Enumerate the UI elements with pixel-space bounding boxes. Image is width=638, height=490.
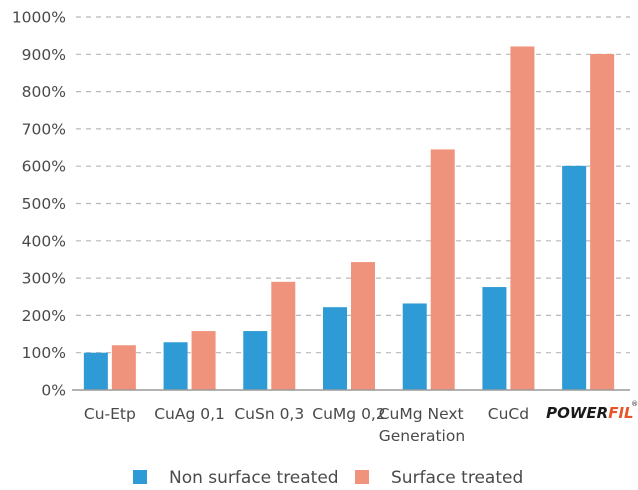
bar-surface-treated bbox=[191, 331, 216, 390]
y-tick-label: 600% bbox=[22, 158, 66, 176]
bar-surface-treated bbox=[590, 53, 615, 390]
bar-surface-treated bbox=[430, 149, 455, 390]
powerfil-logo: POWERFIL® bbox=[546, 400, 638, 422]
grid-lines bbox=[76, 16, 630, 354]
legend-item-surface-treated: Surface treated bbox=[355, 468, 523, 488]
y-axis-ticks: 0% 100% 200% 300% 400% 500% 600% 700% 800% 900% 10… bbox=[12, 9, 66, 400]
bar-non-surface-treated bbox=[243, 331, 268, 390]
x-tick-label: Cu-Etp bbox=[84, 405, 136, 423]
legend-label: Non surface treated bbox=[169, 468, 339, 488]
x-tick-label: CuCd bbox=[488, 405, 529, 423]
y-tick-label: 500% bbox=[22, 195, 66, 213]
y-tick-label: 300% bbox=[22, 270, 66, 288]
y-tick-label: 100% bbox=[22, 344, 66, 362]
svg-text:®: ® bbox=[631, 400, 638, 408]
bars bbox=[83, 46, 615, 390]
y-tick-label: 200% bbox=[22, 307, 66, 325]
y-tick-label: 800% bbox=[22, 83, 66, 101]
x-tick-label: CuSn 0,3 bbox=[234, 405, 304, 423]
x-tick-label: CuMg Next Generation bbox=[379, 405, 465, 445]
x-tick-label: CuMg 0,2 bbox=[312, 405, 385, 423]
bar-surface-treated bbox=[271, 281, 296, 390]
bar-non-surface-treated bbox=[323, 307, 347, 390]
y-tick-label: 900% bbox=[22, 46, 66, 64]
y-tick-label: 400% bbox=[22, 232, 66, 250]
bar-surface-treated bbox=[510, 46, 535, 390]
legend-item-non-surface-treated: Non surface treated bbox=[133, 468, 339, 488]
bar-non-surface-treated bbox=[402, 303, 427, 390]
legend-swatch bbox=[133, 470, 147, 484]
svg-text:POWERFIL: POWERFIL bbox=[546, 404, 633, 422]
bar-surface-treated bbox=[111, 345, 136, 390]
y-tick-label: 1000% bbox=[12, 9, 66, 27]
x-tick-label: CuAg 0,1 bbox=[154, 405, 225, 423]
y-tick-label: 700% bbox=[22, 120, 66, 138]
legend: Non surface treated Surface treated bbox=[133, 468, 523, 488]
legend-label: Surface treated bbox=[391, 468, 523, 488]
bar-non-surface-treated bbox=[83, 352, 108, 390]
legend-swatch bbox=[355, 470, 369, 484]
bar-surface-treated bbox=[351, 262, 375, 390]
y-tick-label: 0% bbox=[41, 382, 66, 400]
bar-non-surface-treated bbox=[482, 287, 507, 390]
bar-non-surface-treated bbox=[562, 165, 587, 390]
bar-non-surface-treated bbox=[163, 342, 188, 390]
